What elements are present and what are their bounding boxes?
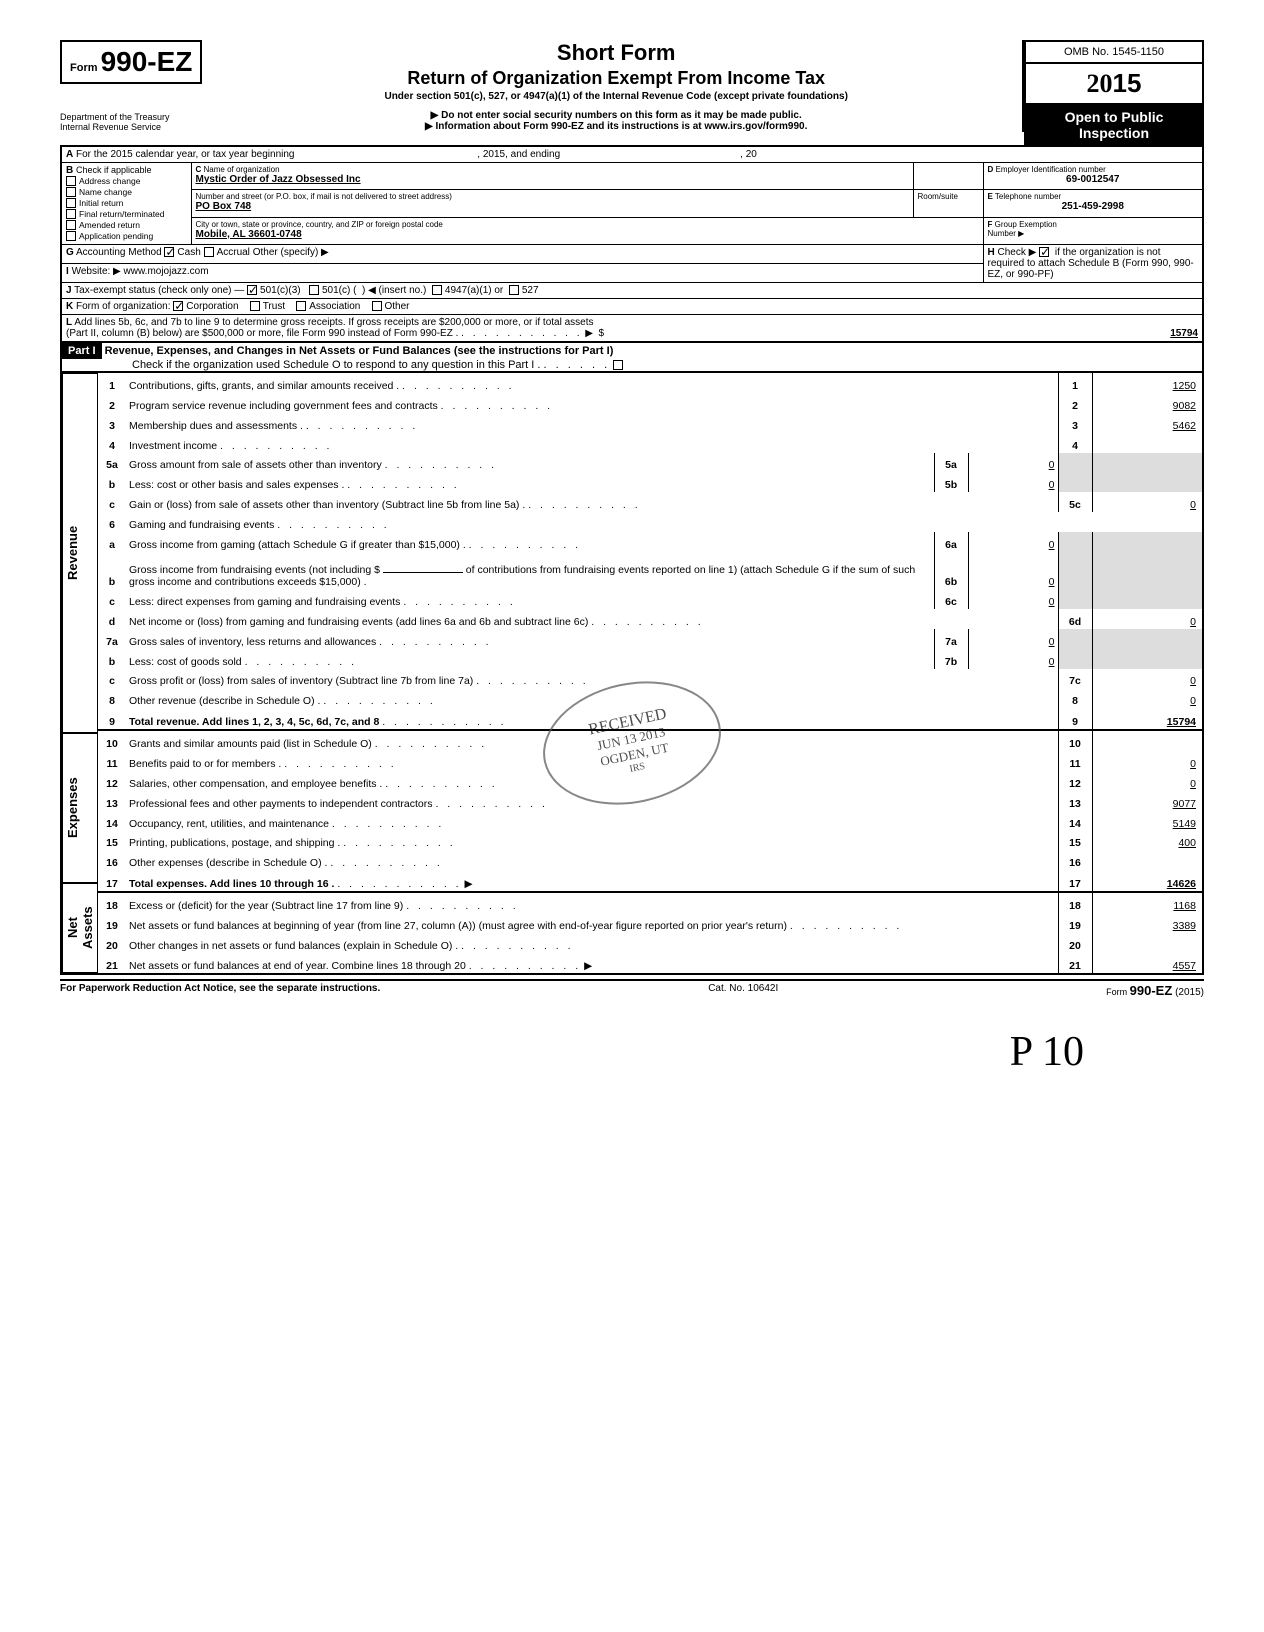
line-row-16: 16Other expenses (describe in Schedule O… (98, 850, 1202, 870)
form-prefix: Form (70, 62, 98, 74)
line-row-6: 6Gaming and fundraising events . . . . .… (98, 512, 1202, 532)
chk-corp[interactable] (173, 301, 183, 311)
side-revenue: Revenue (62, 373, 98, 733)
line-row-15: 15Printing, publications, postage, and s… (98, 831, 1202, 851)
city-state: Mobile, AL 36601-0748 (196, 229, 979, 240)
chk-trust[interactable] (250, 301, 260, 311)
dept-treasury: Department of the Treasury Internal Reve… (60, 112, 210, 132)
handwritten-signature: P 10 (60, 1028, 1204, 1076)
year-box: 20201515 (1024, 62, 1204, 105)
chk-accrual[interactable] (204, 247, 214, 257)
short-form-title: Short Form (218, 40, 1014, 66)
line-row-1: 1Contributions, gifts, grants, and simil… (98, 373, 1202, 393)
omb-box: OMB No. 1545-1150 (1024, 40, 1204, 64)
line-row-6d: dNet income or (loss) from gaming and fu… (98, 609, 1202, 629)
line-row-2: 2Program service revenue including gover… (98, 393, 1202, 413)
line-row-18: 18Excess or (deficit) for the year (Subt… (98, 892, 1202, 913)
line-row-20: 20Other changes in net assets or fund ba… (98, 933, 1202, 953)
under-section: Under section 501(c), 527, or 4947(a)(1)… (218, 91, 1014, 102)
line-row-3: 3Membership dues and assessments . . . .… (98, 413, 1202, 433)
org-name: Mystic Order of Jazz Obsessed Inc (196, 174, 909, 185)
website: www.mojojazz.com (124, 266, 209, 277)
line-row-21: 21Net assets or fund balances at end of … (98, 953, 1202, 973)
arrow-line-1: ▶ Do not enter social security numbers o… (218, 110, 1014, 121)
line-row-7b: bLess: cost of goods sold . . . . . . . … (98, 649, 1202, 669)
chk-schedule-b[interactable] (1039, 247, 1049, 257)
subtitle: Return of Organization Exempt From Incom… (218, 68, 1014, 89)
line-row-4: 4Investment income . . . . . . . . . .4 (98, 433, 1202, 453)
line-row-7a: 7aGross sales of inventory, less returns… (98, 629, 1202, 649)
chk-address[interactable]: Address change (66, 176, 187, 187)
chk-name[interactable]: Name change (66, 187, 187, 198)
line-row-5b: bLess: cost or other basis and sales exp… (98, 472, 1202, 492)
public-inspection-box: Open to PublicInspection (1024, 103, 1204, 147)
chk-cash[interactable] (164, 247, 174, 257)
line-row-14: 14Occupancy, rent, utilities, and mainte… (98, 811, 1202, 831)
main-lines-table: 1Contributions, gifts, grants, and simil… (98, 373, 1202, 973)
chk-501c[interactable] (309, 285, 319, 295)
line-row-6c: cLess: direct expenses from gaming and f… (98, 589, 1202, 609)
form-header: Form 990-EZ Department of the Treasury I… (60, 40, 1204, 145)
form-number: 990-EZ (101, 46, 193, 77)
footer: For Paperwork Reduction Act Notice, see … (60, 979, 1204, 998)
part1-title: Revenue, Expenses, and Changes in Net As… (105, 345, 614, 357)
header-info-table: A For the 2015 calendar year, or tax yea… (60, 145, 1204, 343)
chk-501c3[interactable] (247, 285, 257, 295)
phone: 251-459-2998 (988, 201, 1199, 212)
chk-final[interactable]: Final return/terminated (66, 209, 187, 220)
chk-pending[interactable]: Application pending (66, 231, 187, 242)
chk-4947[interactable] (432, 285, 442, 295)
right-box-stack: OMB No. 1545-1150 20201515 Open to Publi… (1024, 40, 1204, 145)
chk-initial[interactable]: Initial return (66, 198, 187, 209)
line-row-5c: cGain or (loss) from sale of assets othe… (98, 492, 1202, 512)
ein: 69-0012547 (988, 174, 1199, 185)
chk-assoc[interactable] (296, 301, 306, 311)
chk-amended[interactable]: Amended return (66, 220, 187, 231)
form-number-box: Form 990-EZ (60, 40, 202, 84)
street: PO Box 748 (196, 201, 909, 212)
line-row-5a: 5aGross amount from sale of assets other… (98, 453, 1202, 473)
side-netassets: Net Assets (62, 883, 98, 973)
side-expenses: Expenses (62, 733, 98, 883)
chk-schedule-o[interactable] (613, 360, 623, 370)
part1-header: Part I (62, 343, 102, 359)
line-row-6a: aGross income from gaming (attach Schedu… (98, 532, 1202, 552)
line-L-amount: 15794 (1170, 328, 1198, 339)
arrow-line-2: ▶ Information about Form 990-EZ and its … (218, 121, 1014, 132)
line-row-19: 19Net assets or fund balances at beginni… (98, 913, 1202, 933)
chk-527[interactable] (509, 285, 519, 295)
line-row-17: 17Total expenses. Add lines 10 through 1… (98, 870, 1202, 891)
line-row-6b: bGross income from fundraising events (n… (98, 552, 1202, 589)
chk-other[interactable] (372, 301, 382, 311)
title-block: Short Form Return of Organization Exempt… (210, 40, 1024, 132)
